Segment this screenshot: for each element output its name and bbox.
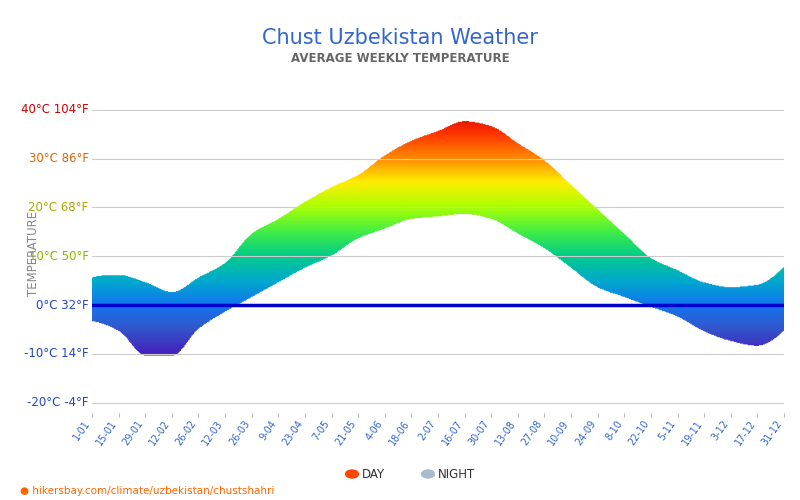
Text: -10°C 14°F: -10°C 14°F xyxy=(24,348,89,360)
Text: 30°C 86°F: 30°C 86°F xyxy=(29,152,89,165)
Text: TEMPERATURE: TEMPERATURE xyxy=(26,211,40,296)
Text: Chust Uzbekistan Weather: Chust Uzbekistan Weather xyxy=(262,28,538,48)
Text: 40°C 104°F: 40°C 104°F xyxy=(21,103,89,116)
Text: 20°C 68°F: 20°C 68°F xyxy=(29,201,89,214)
Text: ● hikersbay.com/climate/uzbekistan/chustshahri: ● hikersbay.com/climate/uzbekistan/chust… xyxy=(20,486,274,496)
Text: -20°C -4°F: -20°C -4°F xyxy=(27,396,89,409)
Text: AVERAGE WEEKLY TEMPERATURE: AVERAGE WEEKLY TEMPERATURE xyxy=(290,52,510,66)
Text: 0°C 32°F: 0°C 32°F xyxy=(36,298,89,312)
Text: NIGHT: NIGHT xyxy=(438,468,475,480)
Text: 10°C 50°F: 10°C 50°F xyxy=(29,250,89,262)
Text: DAY: DAY xyxy=(362,468,385,480)
